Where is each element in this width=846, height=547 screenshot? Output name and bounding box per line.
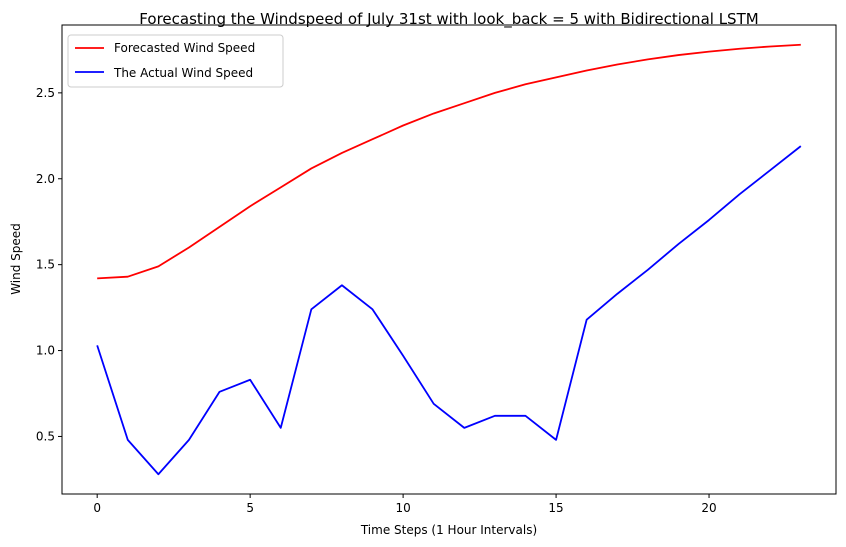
legend-label-forecast: Forecasted Wind Speed	[114, 41, 255, 55]
x-tick-label: 10	[395, 501, 410, 515]
legend-box	[67, 34, 284, 88]
legend: Forecasted Wind Speed The Actual Wind Sp…	[67, 34, 284, 88]
y-tick-label: 1.0	[36, 344, 55, 358]
legend-label-actual: The Actual Wind Speed	[113, 66, 253, 80]
chart-title: Forecasting the Windspeed of July 31st w…	[139, 10, 758, 29]
y-tick-label: 2.0	[36, 172, 55, 186]
plot-frame	[61, 24, 837, 495]
series-line-1	[96, 145, 802, 476]
x-axis: 0 5 10 15 20	[93, 494, 717, 515]
y-tick-label: 0.5	[36, 429, 55, 443]
x-axis-label: Time Steps (1 Hour Intervals)	[360, 523, 537, 537]
x-tick-label: 5	[246, 501, 254, 515]
series-line-0	[97, 43, 801, 280]
y-tick-label: 2.5	[36, 86, 55, 100]
plot-lines	[96, 43, 802, 476]
x-tick-label: 0	[93, 501, 101, 515]
x-tick-label: 20	[701, 501, 716, 515]
y-tick-label: 1.5	[36, 258, 55, 272]
y-axis: 0.5 1.0 1.5 2.0 2.5	[36, 86, 62, 443]
y-axis-label: Wind Speed	[9, 223, 23, 295]
x-tick-label: 15	[548, 501, 563, 515]
